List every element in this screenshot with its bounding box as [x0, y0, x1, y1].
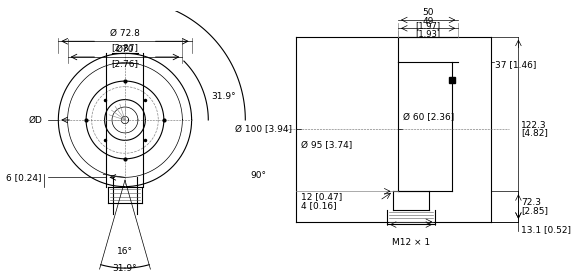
- Text: 37 [1.46]: 37 [1.46]: [495, 60, 537, 69]
- Text: 31.9°: 31.9°: [112, 263, 137, 272]
- Text: [4.82]: [4.82]: [521, 129, 548, 137]
- Text: 6 [0.24]: 6 [0.24]: [6, 173, 42, 182]
- Text: Ø 95 [3.74]: Ø 95 [3.74]: [301, 141, 352, 150]
- Text: 49: 49: [423, 17, 434, 27]
- Text: 90°: 90°: [250, 171, 266, 180]
- Text: 13.1 [0.52]: 13.1 [0.52]: [521, 225, 571, 234]
- Text: Ø 60 [2.36]: Ø 60 [2.36]: [403, 114, 454, 123]
- Text: Ø 72.8: Ø 72.8: [110, 29, 140, 38]
- Text: [1.97]: [1.97]: [416, 21, 441, 30]
- Text: [1.93]: [1.93]: [416, 29, 441, 38]
- Text: M12 × 1: M12 × 1: [392, 238, 430, 247]
- Text: 12 [0.47]: 12 [0.47]: [301, 192, 342, 201]
- Text: 4 [0.16]: 4 [0.16]: [301, 202, 336, 211]
- Text: 50: 50: [423, 8, 434, 17]
- Text: Ø 100 [3.94]: Ø 100 [3.94]: [235, 125, 292, 134]
- Text: Ø70: Ø70: [116, 45, 134, 54]
- Text: 31.9°: 31.9°: [211, 92, 236, 101]
- Text: 122.3: 122.3: [521, 121, 547, 130]
- Text: 72.3: 72.3: [521, 198, 541, 207]
- Text: [2.76]: [2.76]: [111, 59, 139, 68]
- Text: ØD: ØD: [29, 115, 43, 124]
- Text: [2.85]: [2.85]: [521, 206, 548, 215]
- Text: 16°: 16°: [117, 247, 133, 256]
- Text: [2.87]: [2.87]: [111, 43, 139, 52]
